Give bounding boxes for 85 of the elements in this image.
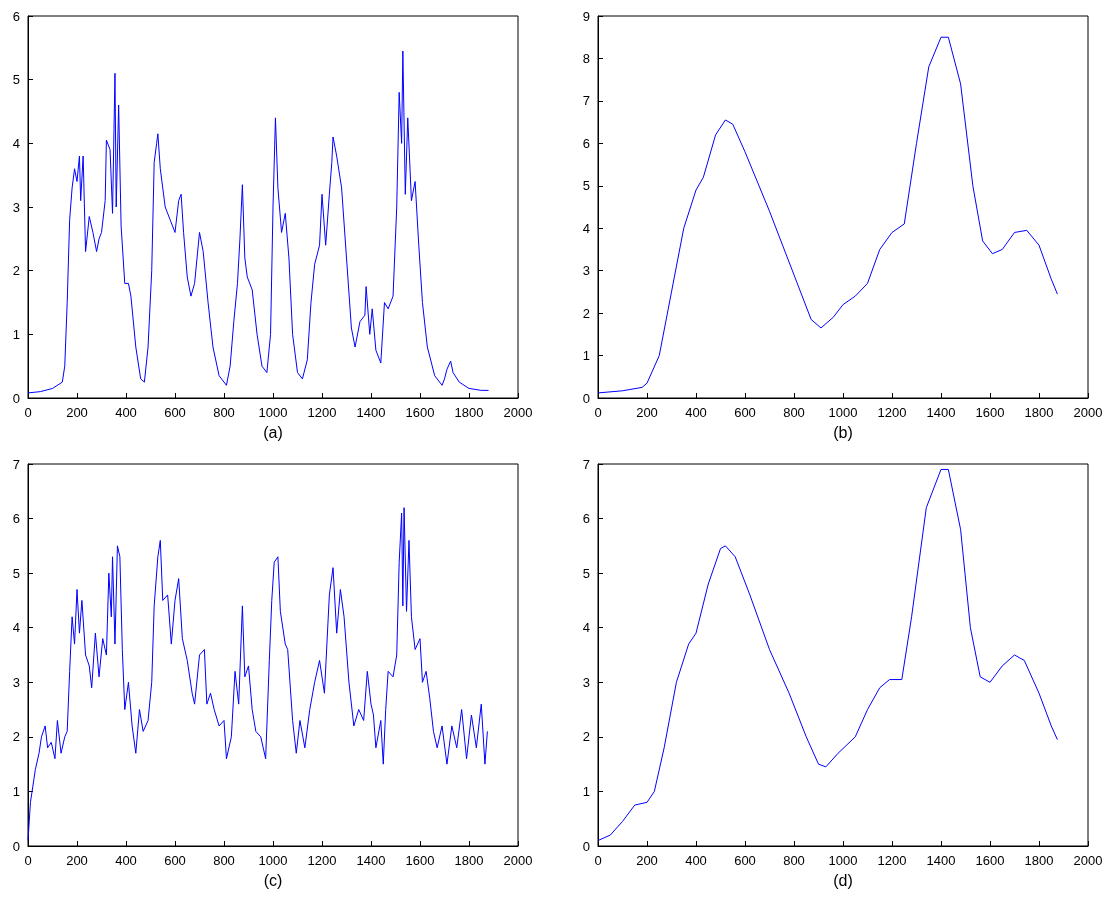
x-tick-label: 1600 — [405, 853, 435, 868]
x-tick-label: 0 — [594, 405, 602, 420]
x-tick-label: 600 — [734, 405, 756, 420]
y-tick-label: 2 — [582, 729, 590, 745]
x-tick-label: 2000 — [503, 853, 533, 868]
y-tick-label: 9 — [582, 8, 590, 24]
y-tick-label: 1 — [12, 783, 20, 799]
x-axis-title: (c) — [263, 871, 283, 889]
x-tick-label: 400 — [115, 405, 137, 420]
y-tick-label: 3 — [12, 199, 20, 215]
y-tick-label: 5 — [582, 565, 590, 581]
y-tick-label: 5 — [12, 565, 20, 581]
x-tick-label: 1200 — [877, 853, 907, 868]
y-tick-label: 0 — [582, 390, 590, 406]
y-tick-label: 4 — [12, 620, 20, 636]
y-tick-label: 4 — [582, 620, 590, 636]
x-tick-label: 2000 — [1073, 853, 1103, 868]
line-series — [27, 50, 490, 394]
x-tick-label: 600 — [164, 853, 186, 868]
x-tick-label: 1800 — [454, 405, 484, 420]
line-series — [27, 507, 488, 842]
x-tick-label: 200 — [636, 405, 658, 420]
x-tick-label: 1400 — [356, 405, 386, 420]
x-tick-label: 800 — [213, 853, 235, 868]
y-tick-label: 5 — [582, 178, 590, 194]
x-axis-title: (a) — [263, 423, 283, 441]
y-tick-label: 0 — [12, 838, 20, 854]
y-tick-label: 1 — [582, 348, 590, 364]
x-tick-label: 600 — [734, 853, 756, 868]
x-tick-label: 600 — [164, 405, 186, 420]
y-tick-label: 2 — [12, 729, 20, 745]
y-tick-label: 1 — [12, 326, 20, 342]
x-tick-label: 800 — [783, 405, 805, 420]
x-tick-label: 1600 — [405, 405, 435, 420]
x-tick-label: 400 — [685, 405, 707, 420]
x-tick-label: 800 — [783, 853, 805, 868]
x-tick-label: 1400 — [926, 405, 956, 420]
y-tick-label: 6 — [582, 511, 590, 527]
x-tick-label: 400 — [685, 853, 707, 868]
y-tick-label: 8 — [582, 50, 590, 66]
y-tick-label: 0 — [582, 838, 590, 854]
x-tick-label: 1200 — [307, 853, 337, 868]
x-tick-label: 1800 — [454, 853, 484, 868]
x-axis-title: (b) — [833, 423, 853, 441]
x-tick-label: 200 — [66, 853, 88, 868]
x-tick-label: 0 — [24, 853, 32, 868]
x-tick-label: 0 — [594, 853, 602, 868]
x-axis-title: (d) — [833, 871, 853, 889]
x-tick-label: 400 — [115, 853, 137, 868]
y-tick-label: 7 — [582, 456, 590, 472]
x-tick-label: 0 — [24, 405, 32, 420]
x-tick-label: 1600 — [975, 405, 1005, 420]
x-tick-label: 2000 — [503, 405, 533, 420]
x-tick-label: 1000 — [258, 853, 288, 868]
y-tick-label: 3 — [12, 674, 20, 690]
x-tick-label: 1000 — [258, 405, 288, 420]
x-tick-label: 1000 — [828, 853, 858, 868]
y-tick-label: 6 — [12, 511, 20, 527]
y-tick-label: 7 — [12, 456, 20, 472]
y-tick-label: 3 — [582, 263, 590, 279]
y-tick-label: 6 — [12, 8, 20, 24]
x-tick-label: 800 — [213, 405, 235, 420]
y-tick-label: 4 — [12, 135, 20, 151]
line-series — [597, 468, 1058, 842]
line-series — [597, 36, 1058, 394]
y-tick-label: 0 — [12, 390, 20, 406]
x-tick-label: 1400 — [926, 853, 956, 868]
y-tick-label: 4 — [582, 220, 590, 236]
y-tick-label: 7 — [582, 93, 590, 109]
x-tick-label: 1400 — [356, 853, 386, 868]
y-tick-label: 1 — [582, 783, 590, 799]
x-tick-label: 1600 — [975, 853, 1005, 868]
x-tick-label: 1800 — [1024, 853, 1054, 868]
x-tick-label: 2000 — [1073, 405, 1103, 420]
x-tick-label: 1000 — [828, 405, 858, 420]
y-tick-label: 3 — [582, 674, 590, 690]
y-tick-label: 6 — [582, 135, 590, 151]
y-tick-label: 2 — [12, 263, 20, 279]
y-tick-label: 2 — [582, 305, 590, 321]
x-tick-label: 200 — [636, 853, 658, 868]
x-tick-label: 1200 — [877, 405, 907, 420]
y-tick-label: 5 — [12, 72, 20, 88]
x-tick-label: 1200 — [307, 405, 337, 420]
x-tick-label: 1800 — [1024, 405, 1054, 420]
x-tick-label: 200 — [66, 405, 88, 420]
